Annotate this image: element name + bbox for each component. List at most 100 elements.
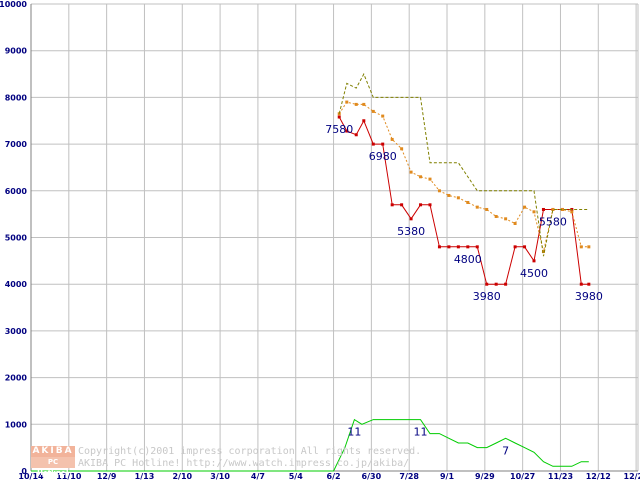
data-label: 5580: [539, 215, 567, 228]
series-point-2: [362, 102, 366, 106]
chart-grid: [30, 3, 639, 472]
series-point-1: [587, 282, 591, 286]
y-tick-label: 9000: [5, 47, 28, 56]
akiba-logo-bottom: PC Hotline!: [31, 457, 75, 477]
series-point-2: [419, 175, 423, 179]
x-tick-label: 3/10: [210, 472, 230, 480]
series-point-2: [337, 112, 341, 116]
y-tick-label: 6000: [5, 187, 28, 196]
x-tick-label: 10/14: [18, 472, 44, 480]
x-axis-tick-labels: 10/14 11/10 12/9 1/13 2/10 3/10 4/7 5/4 6/2 6/30 7…: [18, 472, 640, 480]
data-label: 7: [502, 444, 509, 457]
series-point-1: [466, 245, 470, 249]
series-line-1: [338, 116, 589, 285]
series-point-2: [532, 210, 536, 214]
y-axis-tick-labels: 0 1000 2000 3000 4000 5000 6000 7000 8000 9000 100…: [0, 0, 27, 476]
series-point-2: [400, 147, 404, 151]
series-point-1: [513, 245, 517, 249]
series-point-2: [541, 250, 545, 254]
data-label: 11: [347, 426, 361, 439]
series-point-1: [437, 245, 441, 249]
series-point-1: [354, 133, 358, 137]
site-url-watermark: AKIBA PC Hotline! http://www.watch.impre…: [78, 458, 410, 469]
data-label: 5380: [397, 225, 425, 238]
series-point-1: [494, 282, 498, 286]
y-tick-label: 2000: [5, 374, 28, 383]
series-point-1: [381, 142, 385, 146]
data-label: 4800: [454, 253, 482, 266]
x-tick-label: 12/28: [624, 472, 640, 480]
y-tick-label: 10000: [0, 0, 27, 9]
chart-annotations: 7580 6980 5380 4800 3980 4500 5580 3980 11 11 7: [325, 123, 603, 457]
series-point-2: [390, 137, 394, 141]
y-tick-label: 0: [21, 467, 27, 476]
x-tick-label: 12/9: [97, 472, 117, 480]
y-tick-label: 7000: [5, 140, 28, 149]
series-line-3: [338, 72, 589, 257]
series-point-2: [485, 207, 489, 211]
series-point-2: [437, 189, 441, 193]
akiba-logo-watermark: AKIBA PC Hotline!: [31, 446, 75, 477]
series-point-2: [456, 196, 460, 200]
y-tick-label: 8000: [5, 93, 28, 102]
series-point-1: [532, 259, 536, 263]
series-point-2: [475, 205, 479, 209]
series-point-1: [337, 115, 341, 119]
series-point-1: [579, 282, 583, 286]
x-tick-label: 2/10: [172, 472, 192, 480]
series-point-2: [428, 177, 432, 181]
chart-series: [31, 72, 591, 472]
series-point-2: [494, 214, 498, 218]
series-point-1: [409, 217, 413, 221]
x-tick-label: 12/12: [586, 472, 611, 480]
y-tick-label: 5000: [5, 234, 28, 243]
series-point-1: [523, 245, 527, 249]
series-point-2: [551, 207, 555, 211]
x-tick-label: 9/29: [475, 472, 495, 480]
x-tick-label: 9/1: [440, 472, 454, 480]
series-point-2: [587, 245, 591, 249]
x-tick-label: 4/7: [251, 472, 265, 480]
series-point-1: [371, 142, 375, 146]
series-point-1: [362, 119, 366, 123]
series-point-1: [419, 203, 423, 207]
series-point-2: [504, 217, 508, 221]
series-point-2: [466, 200, 470, 204]
data-label: 3980: [575, 290, 603, 303]
data-label: 6980: [369, 150, 397, 163]
y-tick-label: 4000: [5, 280, 28, 289]
y-tick-label: 1000: [5, 420, 28, 429]
series-point-2: [570, 210, 574, 214]
series-point-2: [447, 193, 451, 197]
series-point-2: [523, 205, 527, 209]
x-tick-label: 1/13: [135, 472, 155, 480]
x-tick-label: 7/28: [399, 472, 419, 480]
series-point-2: [381, 114, 385, 118]
series-line-2: [338, 101, 589, 252]
series-point-1: [345, 129, 349, 133]
series-point-2: [513, 221, 517, 225]
series-line-4: [31, 418, 589, 472]
data-label: 4500: [520, 267, 548, 280]
series-point-2: [371, 109, 375, 113]
copyright-watermark: Copyright(c)2001 impress corporation All…: [78, 446, 422, 457]
series-point-2: [560, 207, 564, 211]
series-point-1: [541, 207, 545, 211]
series-point-1: [390, 203, 394, 207]
series-point-2: [409, 170, 413, 174]
data-label: 11: [414, 426, 428, 439]
series-point-1: [475, 245, 479, 249]
x-tick-label: 6/30: [362, 472, 382, 480]
x-tick-label: 11/23: [548, 472, 573, 480]
x-tick-label: 11/10: [56, 472, 82, 480]
x-tick-label: 6/2: [327, 472, 341, 480]
series-point-1: [456, 245, 460, 249]
series-point-1: [504, 282, 508, 286]
x-tick-label: 10/27: [510, 472, 535, 480]
y-tick-label: 3000: [5, 327, 28, 336]
series-point-2: [345, 100, 349, 104]
series-point-1: [428, 203, 432, 207]
series-point-1: [400, 203, 404, 207]
series-point-1: [447, 245, 451, 249]
